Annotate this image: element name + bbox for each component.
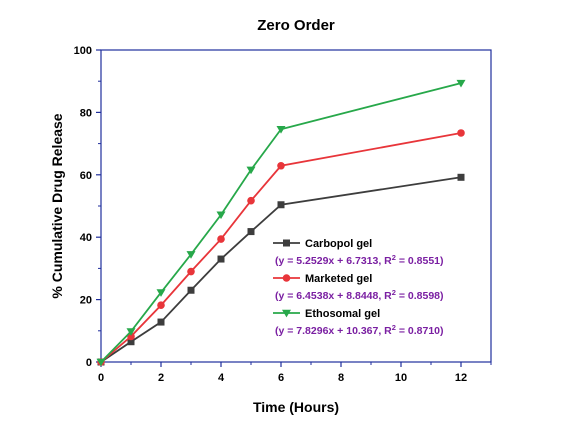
data-point [157, 318, 165, 326]
series-2 [96, 79, 466, 367]
data-point [247, 228, 255, 236]
legend: Carbopol gel (y = 5.2529x + 6.7313, R2 = … [273, 238, 444, 337]
data-point [277, 201, 285, 209]
series-line [100, 132, 462, 363]
x-tick-label: 4 [218, 372, 225, 384]
legend-equation: (y = 6.4538x + 8.8448, R2 = 0.8598) [275, 288, 444, 302]
legend-equation: (y = 7.8296x + 10.367, R2 = 0.8710) [275, 323, 444, 337]
series-line [100, 82, 462, 363]
chart-title: Zero Order [257, 17, 335, 34]
plot-border [100, 49, 492, 363]
legend-equation: (y = 5.2529x + 6.7313, R2 = 0.8551) [275, 253, 444, 267]
x-axis-label: Time (Hours) [253, 399, 339, 415]
data-point [457, 129, 465, 137]
data-point [187, 267, 195, 276]
series-line [100, 176, 462, 363]
y-axis-ticks: 0 20 40 60 80 100 [74, 45, 101, 369]
data-point [126, 328, 136, 336]
legend-label: Marketed gel [305, 273, 372, 285]
data-point [96, 358, 106, 367]
data-point [187, 286, 195, 294]
y-tick-label: 0 [86, 357, 92, 369]
data-point [217, 255, 225, 263]
data-point [457, 173, 465, 181]
data-point [156, 289, 166, 297]
data-point [127, 338, 135, 346]
data-point [186, 251, 196, 259]
data-point [216, 211, 226, 220]
y-tick-label: 40 [80, 232, 92, 244]
x-tick-label: 12 [455, 372, 467, 384]
data-point [247, 196, 255, 205]
x-axis-ticks: 0 2 4 6 8 10 12 [98, 362, 492, 384]
data-point [217, 235, 225, 243]
legend-label: Ethosomal gel [305, 308, 380, 320]
series-layer [96, 79, 466, 367]
y-axis-label: % Cumulative Drug Release [49, 113, 65, 298]
x-tick-label: 6 [278, 372, 284, 384]
y-tick-label: 80 [80, 107, 92, 119]
x-tick-label: 2 [158, 372, 164, 384]
y-tick-label: 100 [74, 45, 92, 57]
x-tick-label: 0 [98, 372, 104, 384]
data-point [246, 166, 256, 175]
data-point [277, 161, 285, 170]
data-point [276, 126, 286, 134]
legend-swatch-marker [283, 239, 290, 247]
data-point [456, 79, 466, 88]
y-tick-label: 60 [80, 170, 92, 182]
plot-frame [100, 49, 492, 363]
x-tick-label: 10 [395, 372, 407, 384]
legend-swatch-marker [282, 274, 291, 282]
legend-label: Carbopol gel [305, 238, 372, 250]
data-point [157, 301, 165, 310]
legend-swatch-marker [282, 309, 291, 318]
x-tick-label: 8 [338, 372, 344, 384]
y-tick-label: 20 [80, 295, 92, 307]
